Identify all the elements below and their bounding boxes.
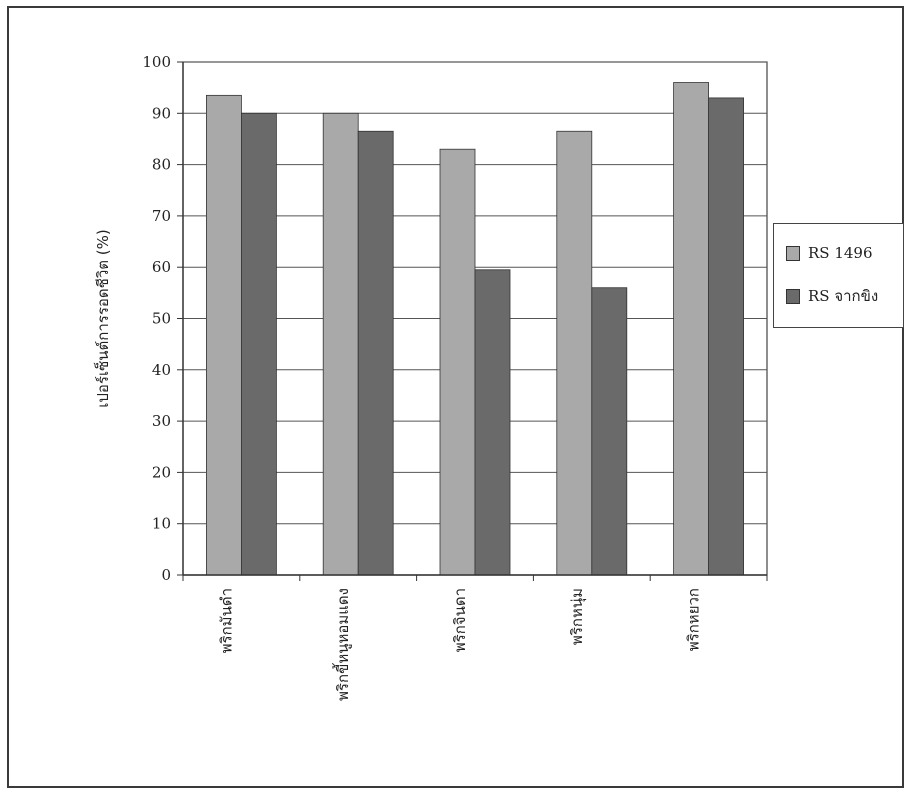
- figure-frame: [7, 6, 904, 788]
- category-label-5: พริกหยวก: [685, 588, 703, 651]
- bar-series-1-cat-2: [322, 112, 359, 576]
- category-labels: พริกมันดำ พริกขี้หนูหอมแดง พริกจินดา พริกหน…: [217, 588, 702, 701]
- legend-label-series-2: RS จากขิง: [808, 287, 879, 305]
- y-tick-label: 80: [152, 156, 171, 174]
- legend-swatch-series-1: [786, 245, 800, 261]
- legend-item-series-1: RS 1496: [786, 244, 873, 262]
- y-tick-label: 20: [152, 463, 171, 481]
- bar-series-1-cat-4: [556, 130, 593, 576]
- y-tick-label: 70: [152, 207, 171, 225]
- y-tick-label: 10: [152, 515, 171, 533]
- y-tick-labels: 0 10 20 30 40 50 60 70 80 90 100: [142, 53, 171, 584]
- bar-series-1-cat-1: [205, 94, 242, 576]
- y-tick-label: 100: [142, 53, 171, 71]
- category-label-1: พริกมันดำ: [217, 588, 235, 653]
- bar-series-2-cat-4: [591, 287, 628, 576]
- axes: [177, 61, 768, 581]
- bar-series-2-cat-3: [474, 269, 511, 576]
- category-label-4: พริกหนุ่ม: [568, 588, 587, 645]
- category-label-3: พริกจินดา: [451, 588, 469, 652]
- legend-swatch-series-2: [786, 288, 800, 304]
- legend-label-series-1: RS 1496: [808, 244, 873, 262]
- y-tick-label: 30: [152, 412, 171, 430]
- legend-item-series-2: RS จากขิง: [786, 284, 878, 308]
- y-tick-label: 60: [152, 258, 171, 276]
- y-tick-label: 90: [152, 104, 171, 122]
- bars: [205, 82, 744, 576]
- y-tick-label: 40: [152, 361, 171, 379]
- bar-series-1-cat-5: [673, 82, 709, 576]
- y-axis-label: เปอร์เซ็นต์การรอดชีวิต (%): [93, 229, 112, 407]
- y-tick-label: 0: [161, 566, 171, 584]
- bar-series-1-cat-3: [439, 148, 476, 576]
- bar-series-2-cat-5: [708, 97, 744, 576]
- category-label-2: พริกขี้หนูหอมแดง: [332, 588, 352, 701]
- legend: RS 1496 RS จากขิง: [773, 223, 904, 328]
- y-tick-label: 50: [152, 310, 171, 328]
- bar-series-2-cat-2: [357, 130, 394, 576]
- bar-series-2-cat-1: [240, 112, 277, 576]
